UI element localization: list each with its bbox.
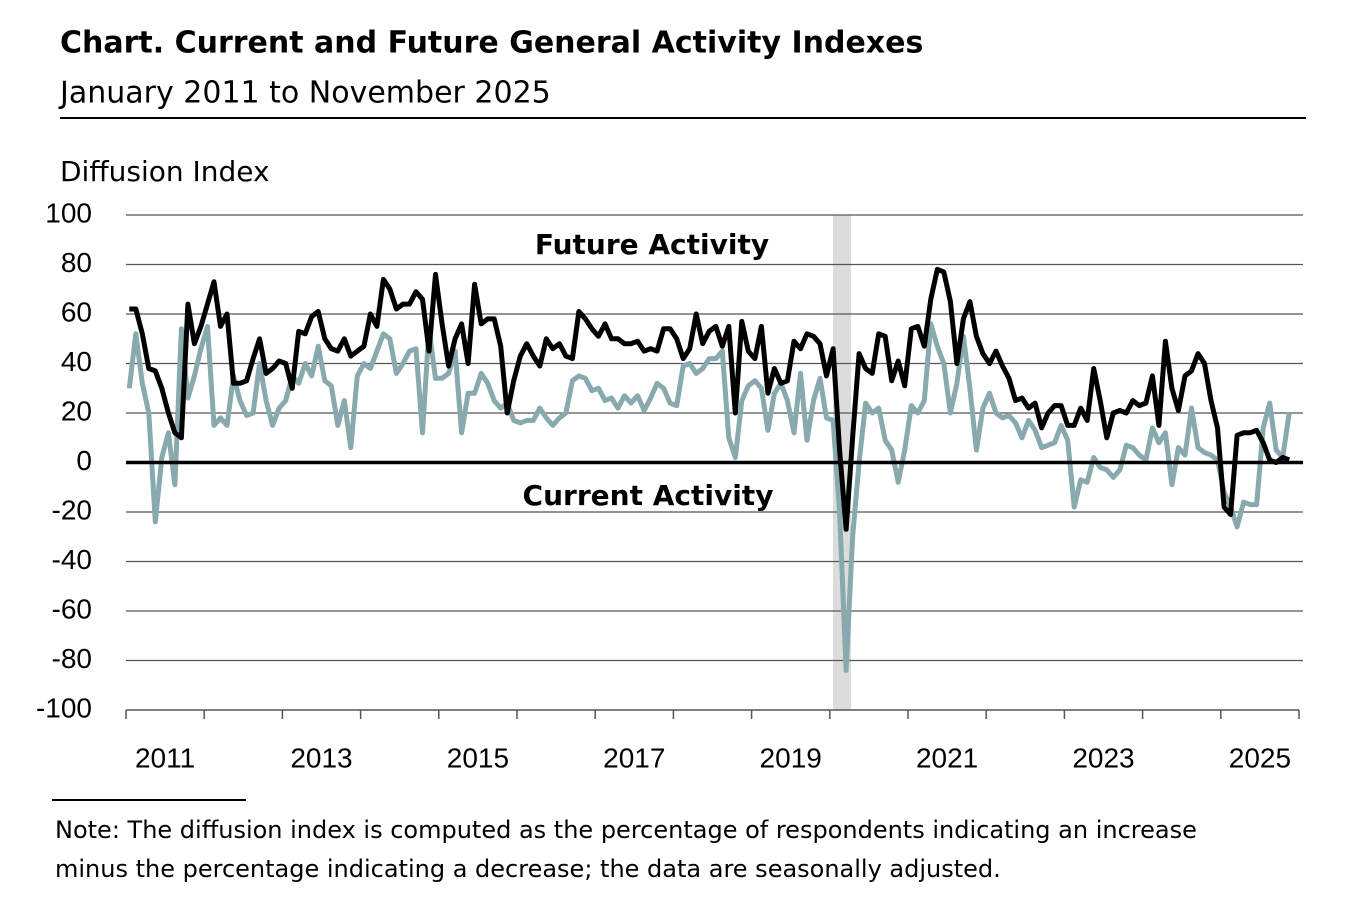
x-tick-label: 2013 [290, 742, 352, 773]
chart-title: Chart. Current and Future General Activi… [60, 26, 923, 61]
y-tick-label: -40 [52, 544, 92, 575]
series-label: Future Activity [535, 228, 769, 261]
x-tick-label: 2011 [135, 742, 195, 773]
x-tick-label: 2021 [916, 742, 978, 773]
x-tick-label: 2019 [760, 742, 822, 773]
x-tick-label: 2023 [1072, 742, 1134, 773]
chart-subtitle: January 2011 to November 2025 [58, 76, 551, 111]
x-tick-label: 2017 [603, 742, 665, 773]
series-label: Current Activity [523, 479, 774, 512]
note: minus the percentage indicating a decrea… [55, 855, 1001, 883]
y-tick-label: 0 [76, 445, 92, 476]
y-tick-label: 20 [61, 395, 92, 426]
y-tick-label: -20 [52, 494, 92, 525]
y-tick-label: 40 [61, 346, 92, 377]
x-tick-label: 2015 [447, 742, 509, 773]
line-series [129, 266, 1291, 532]
y-tick-label: 100 [45, 197, 92, 228]
y-tick-label: -60 [52, 593, 92, 624]
y-tick-label: 60 [61, 296, 92, 327]
y-tick-label: -100 [36, 692, 92, 723]
note: Note: The diffusion index is computed as… [55, 816, 1197, 844]
x-tick-label: 2025 [1229, 742, 1291, 773]
y-tick-label: 80 [61, 247, 92, 278]
y-axis-label: Diffusion Index [60, 155, 270, 188]
y-tick-label: -80 [52, 643, 92, 674]
